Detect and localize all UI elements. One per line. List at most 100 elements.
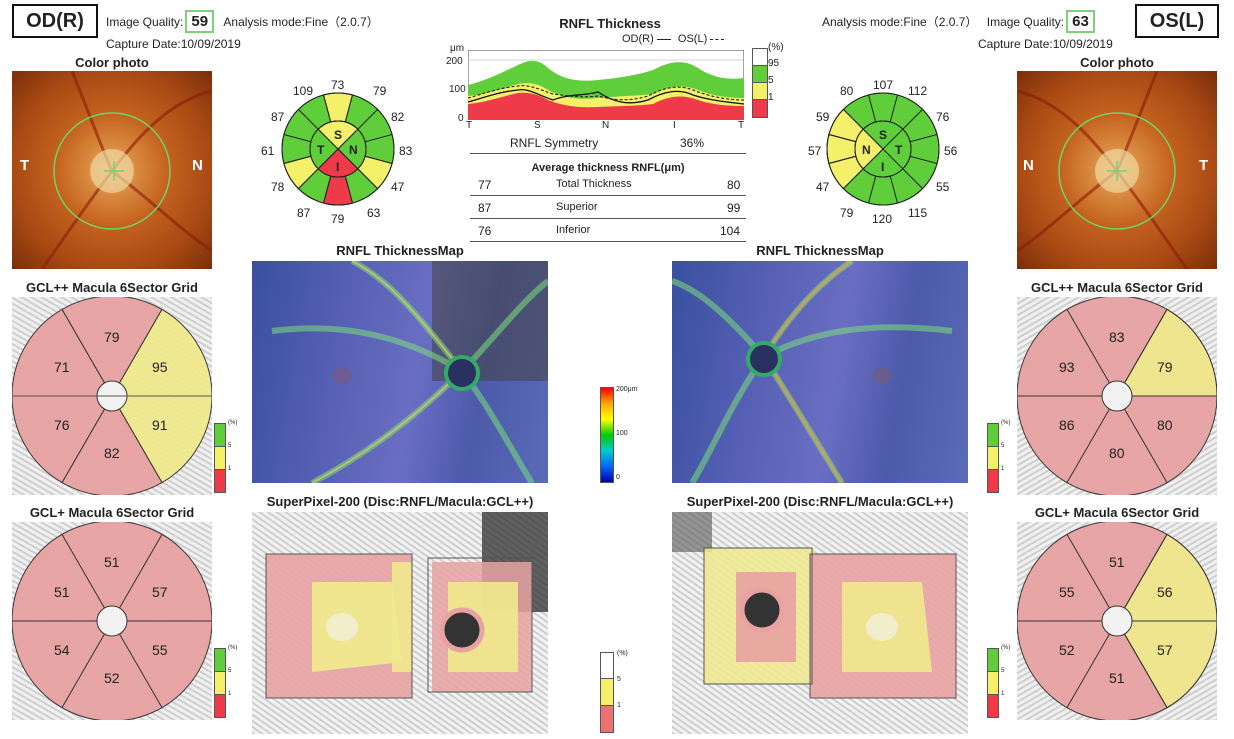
od-clock-6: 61: [261, 144, 275, 158]
os-clock-1: 80: [840, 84, 854, 98]
od-spx-title: SuperPixel-200 (Disc:RNFL/Macula:GCL++): [266, 494, 534, 509]
od-gclp-s4: 52: [104, 670, 120, 686]
os-gclp-svg: [1017, 522, 1217, 720]
od-photo-temporal: T: [20, 157, 30, 174]
colorbar-top: 200μm: [616, 386, 638, 393]
od-gclpp-legend-green: [214, 423, 226, 447]
od-gclpp-s3: 91: [152, 417, 168, 433]
os-clock-6: 57: [808, 144, 822, 158]
od-map-svg: [271, 261, 548, 483]
od-gclpp-legend-yellow: [214, 446, 226, 470]
avg-od-total: 77: [478, 178, 492, 192]
os-gclp-s4: 51: [1109, 670, 1125, 686]
os-clock-7: 56: [944, 144, 958, 158]
avg-row-inferior: 76 Inferior 104: [470, 222, 746, 242]
od-gclp-legend-red: [214, 694, 226, 718]
os-quality-value: 63: [1066, 10, 1095, 33]
od-gclpp-legend-pct: (%): [228, 420, 238, 426]
os-gclp-legend-red: [987, 694, 999, 718]
avg-os-total: 80: [727, 178, 741, 192]
od-gclp-legend: [214, 648, 226, 720]
spx-legend-5: 5: [617, 676, 621, 683]
os-gclpp-legend-pct: (%): [1001, 420, 1011, 426]
os-gclpp-s6: 93: [1059, 359, 1075, 375]
od-gclpp-title: GCL++ Macula 6Sector Grid: [26, 280, 198, 295]
od-gclp-s5: 54: [54, 642, 70, 658]
od-photo-title: Color photo: [75, 55, 149, 70]
avg-os-superior: 99: [727, 201, 741, 215]
os-gclp-title: GCL+ Macula 6Sector Grid: [1034, 505, 1200, 520]
os-gclpp-legend-green: [987, 423, 999, 447]
os-capture-date: Capture Date:10/09/2019: [978, 37, 1113, 51]
os-gclp-s6: 55: [1059, 584, 1075, 600]
os-clock-i: I: [881, 160, 885, 174]
rnfl-xtick-i: I: [673, 120, 676, 131]
pct-5: 5: [768, 75, 774, 86]
od-clock-t: T: [317, 143, 325, 157]
os-clock-n: N: [862, 143, 871, 157]
od-gclpp-legend: [214, 423, 226, 495]
os-gclpp-legend-yellow: [987, 446, 999, 470]
os-clock-t: T: [895, 143, 903, 157]
pct-95: 95: [768, 58, 780, 69]
os-map-svg: [672, 261, 953, 483]
avg-row-total: 77 Total Thickness 80: [470, 176, 746, 196]
od-capture-date: Capture Date:10/09/2019: [106, 37, 241, 51]
od-gclpp-s1: 79: [104, 329, 120, 345]
os-gclpp-s5: 86: [1059, 417, 1075, 433]
os-gclpp-legend-1: 1: [1001, 466, 1005, 472]
legend-od-label: OD(R): [622, 33, 654, 45]
od-gclpp-grid: 79 95 91 82 76 71: [12, 297, 212, 495]
od-clock-n: N: [349, 143, 358, 157]
od-clock-svg: [281, 92, 395, 206]
os-eye-label: OS(L): [1135, 4, 1219, 38]
od-gclp-s6: 51: [54, 584, 70, 600]
od-clock-chart: 109 73 79 87 82 61 83 78 47 87 79 63 S T…: [255, 76, 430, 226]
od-color-photo: T N: [12, 71, 212, 269]
rnfl-xtick-n: N: [602, 120, 610, 131]
os-gclp-legend-pct: (%): [1001, 645, 1011, 651]
avg-thickness-title: Average thickness RNFL(μm): [531, 162, 685, 174]
os-gclpp-legend-red: [987, 469, 999, 493]
od-clock-9: 47: [391, 180, 405, 194]
od-gclp-legend-1: 1: [228, 691, 232, 697]
os-gclpp-legend-5: 5: [1001, 443, 1005, 449]
os-clock-5: 76: [936, 110, 950, 124]
os-gclpp-s4: 80: [1109, 445, 1125, 461]
os-clock-9: 55: [936, 180, 950, 194]
od-thickness-map: [252, 261, 548, 483]
os-gclp-s3: 57: [1157, 642, 1173, 658]
od-superpixel-map: [252, 512, 548, 734]
os-gclp-grid: 51 56 57 51 52 55: [1017, 522, 1217, 720]
os-clock-4: 59: [816, 110, 830, 124]
od-clock-s: S: [334, 128, 343, 142]
od-clock-7: 83: [399, 144, 413, 158]
os-clock-2: 107: [873, 78, 894, 92]
rnfl-thickness-graph: [468, 50, 744, 120]
od-clock-11: 79: [331, 212, 345, 226]
os-gclpp-grid: 83 79 80 80 86 93: [1017, 297, 1217, 495]
od-clock-4: 87: [271, 110, 285, 124]
od-clock-12: 63: [367, 206, 381, 220]
od-eye-label: OD(R): [12, 4, 98, 38]
rnfl-thickness-title: RNFL Thickness: [559, 16, 661, 31]
od-clock-i: I: [336, 160, 340, 174]
od-photo-overlay: [40, 71, 212, 269]
os-superpixel-map: [672, 512, 968, 734]
od-gclpp-legend-1: 1: [228, 466, 232, 472]
od-quality-value: 59: [185, 10, 215, 33]
os-gclp-s2: 56: [1157, 584, 1173, 600]
os-gclp-s5: 52: [1059, 642, 1075, 658]
od-gclpp-svg: [12, 297, 212, 495]
os-thickness-map: [672, 261, 968, 483]
od-clock-2: 73: [331, 78, 345, 92]
colorbar-mid: 100: [616, 430, 628, 437]
od-clock-10: 87: [297, 206, 311, 220]
od-photo-nasal: N: [192, 157, 203, 174]
os-gclp-legend-5: 5: [1001, 668, 1005, 674]
od-gclpp-s4: 82: [104, 445, 120, 461]
od-clock-8: 78: [271, 180, 285, 194]
legend-od-line: [656, 38, 671, 40]
os-color-photo: N T: [1017, 71, 1217, 269]
od-gclpp-legend-5: 5: [228, 443, 232, 449]
